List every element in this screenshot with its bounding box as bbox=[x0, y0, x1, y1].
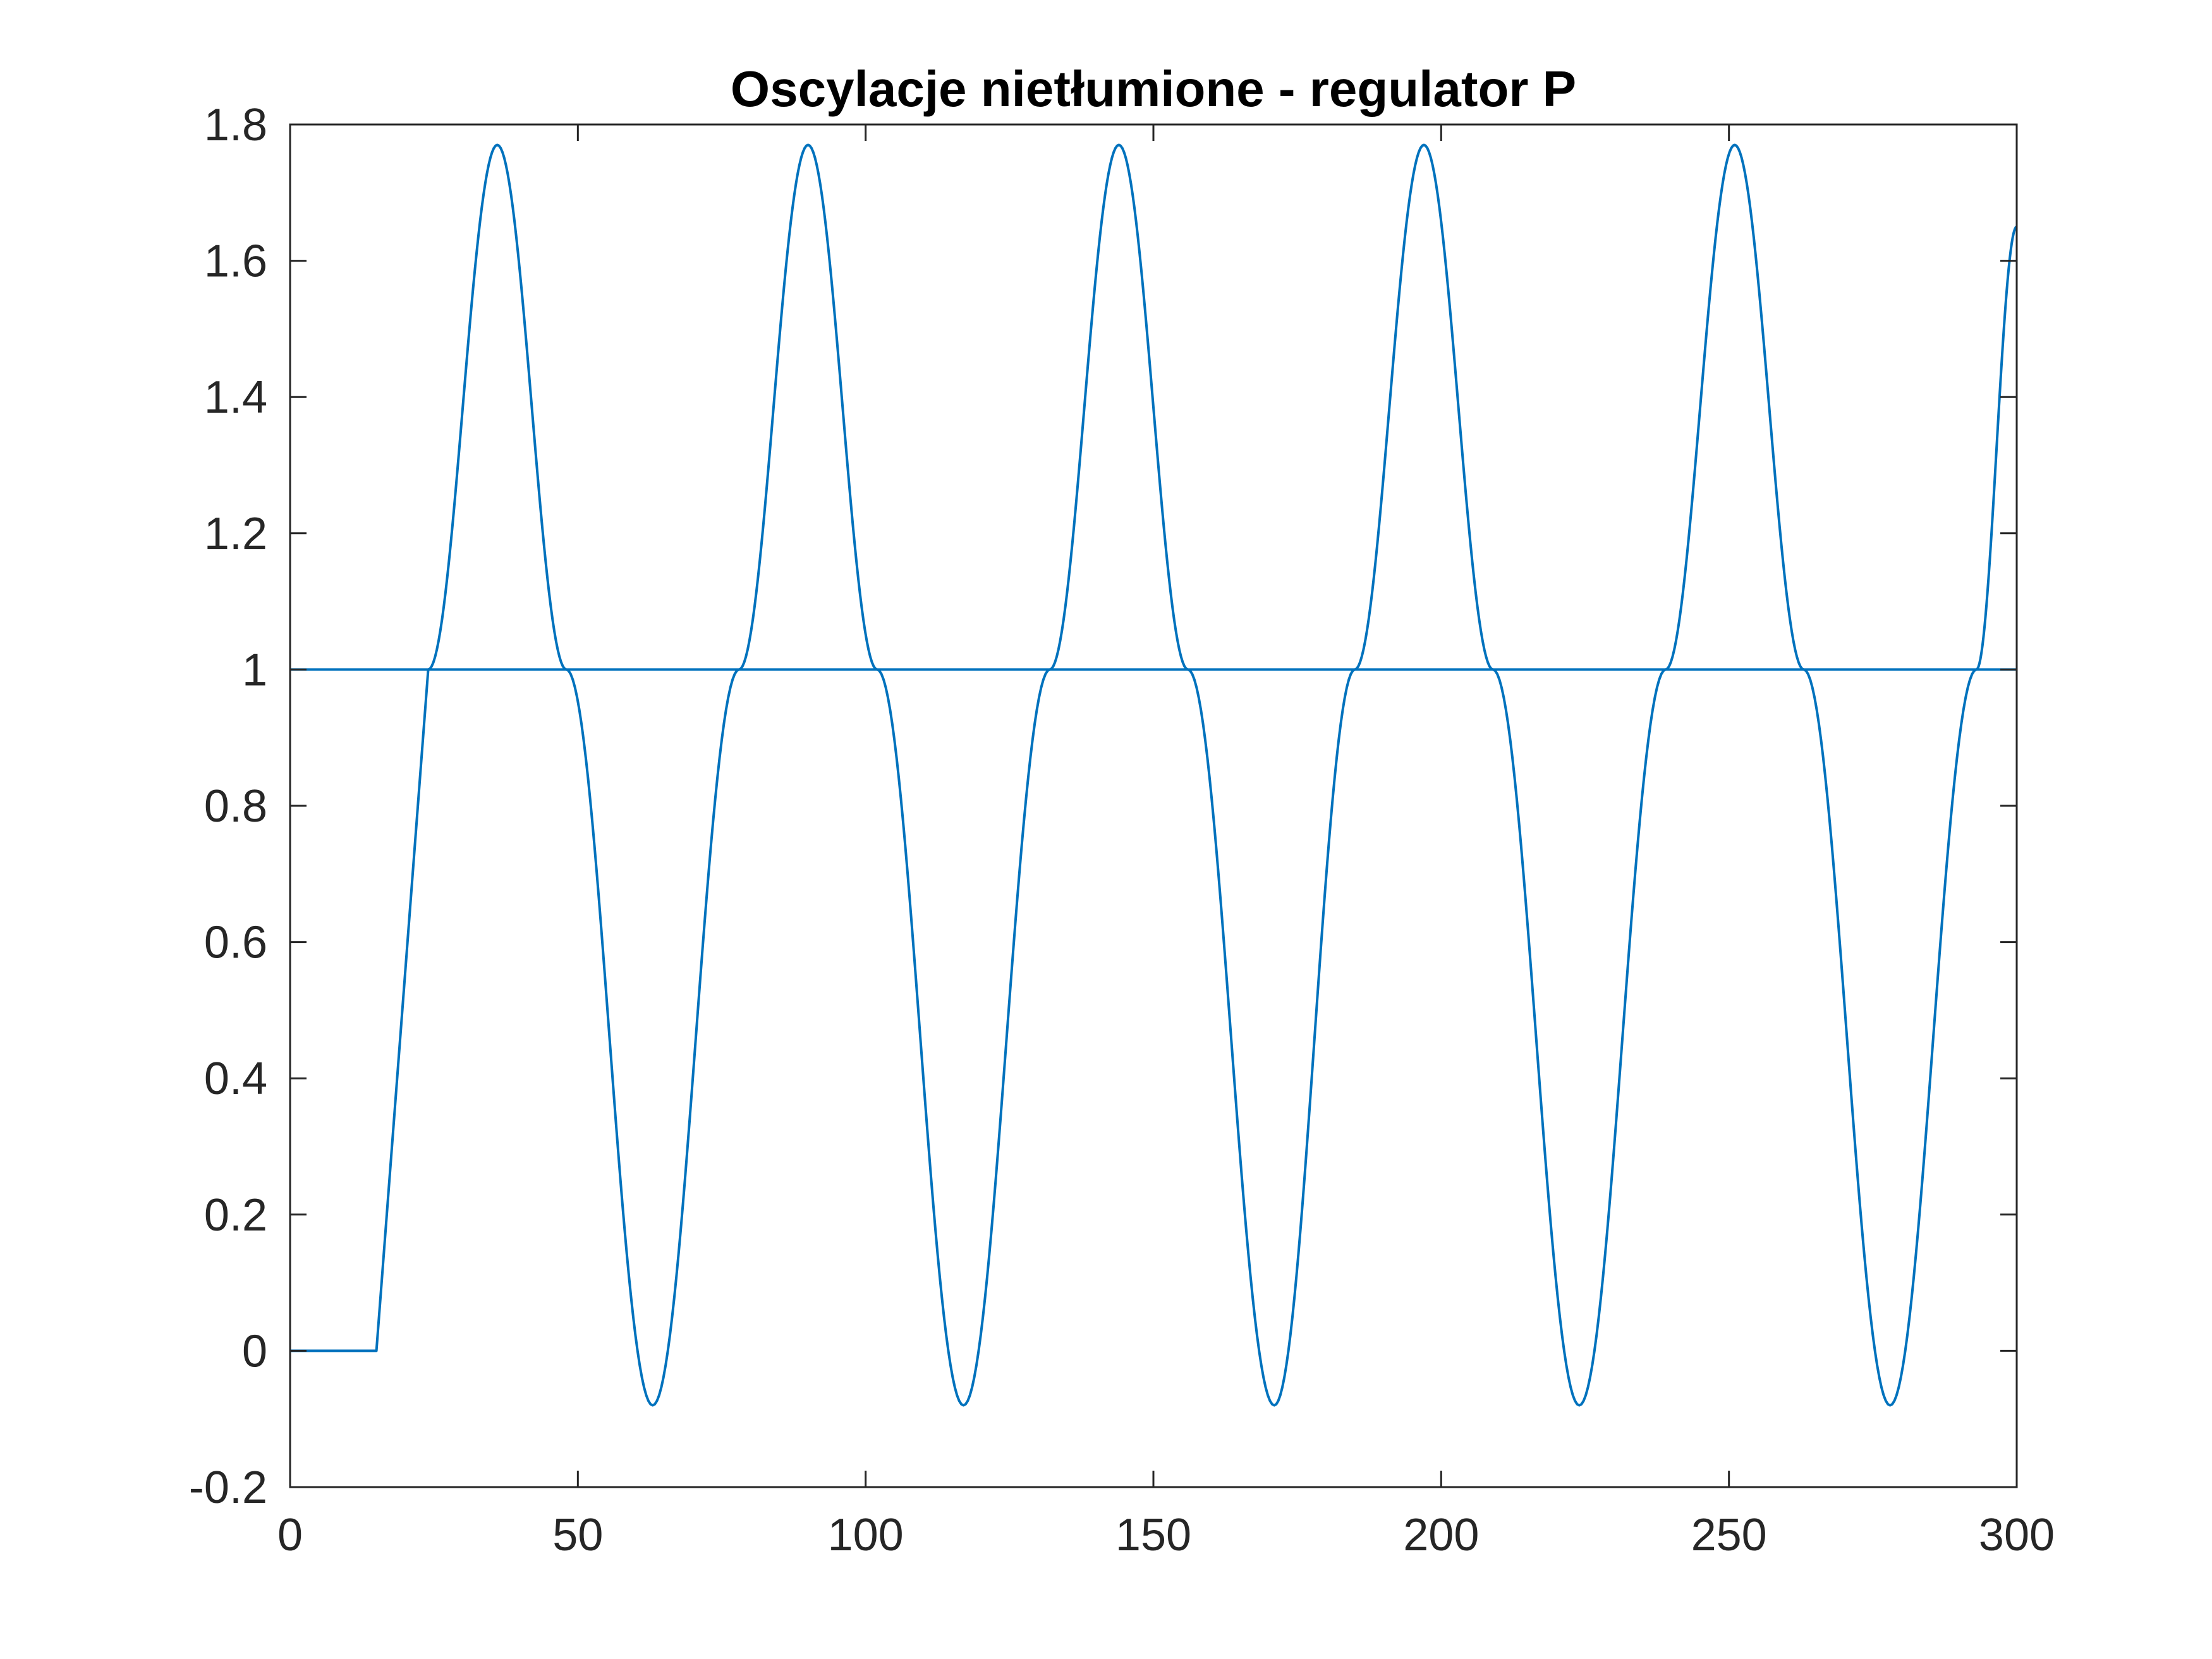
y-tick-label: 0 bbox=[242, 1326, 267, 1376]
y-tick-label: 1.6 bbox=[204, 236, 267, 287]
x-tick-label: 200 bbox=[1403, 1510, 1479, 1560]
series-line-1 bbox=[290, 143, 2018, 1407]
y-tick-label: 0.2 bbox=[204, 1190, 267, 1241]
x-tick-label: 50 bbox=[552, 1510, 603, 1560]
x-tick-label: 300 bbox=[1979, 1510, 2055, 1560]
y-tick-label: 1.4 bbox=[204, 372, 267, 423]
y-tick-label: 0.8 bbox=[204, 781, 267, 832]
y-tick-label: 0.4 bbox=[204, 1054, 267, 1104]
series-layer bbox=[290, 143, 2018, 1407]
y-tick-label: 0.6 bbox=[204, 918, 267, 968]
y-tick-label: 1 bbox=[242, 645, 267, 695]
tick-layer: 0 50 100 150 200 250 300-0.200.20.40.60.811.21… bbox=[189, 100, 2055, 1560]
y-tick-label: 1.2 bbox=[204, 509, 267, 559]
x-tick-label: 100 bbox=[828, 1510, 904, 1560]
x-tick-label: 150 bbox=[1115, 1510, 1191, 1560]
chart-title: Oscylacje nietłumione - regulator P bbox=[731, 61, 1576, 117]
plot-area bbox=[290, 125, 2017, 1487]
x-tick-label: 250 bbox=[1691, 1510, 1767, 1560]
x-tick-label: 0 bbox=[277, 1510, 303, 1560]
y-tick-label: 1.8 bbox=[204, 100, 267, 150]
y-tick-label: -0.2 bbox=[189, 1462, 267, 1513]
